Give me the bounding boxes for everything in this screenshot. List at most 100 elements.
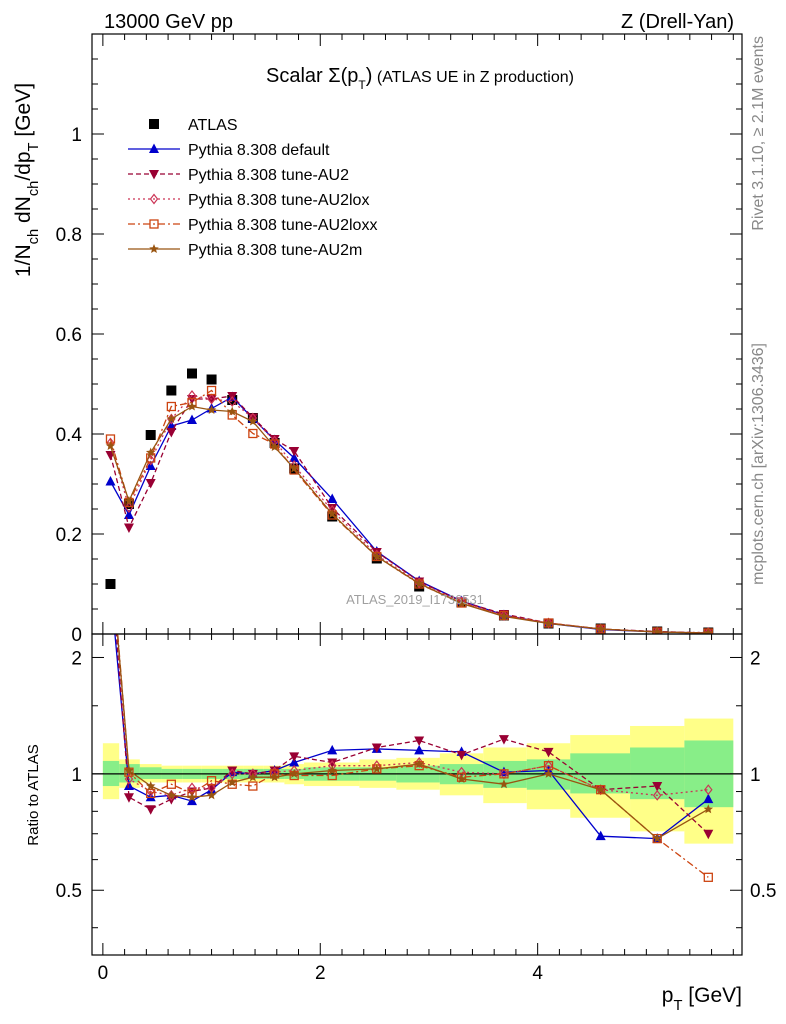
data-point <box>107 544 114 553</box>
main-panel: 0 0.2 0.4 0.6 0.8 1 1/Nch dNch/dpT [GeV] Scalar… <box>12 33 743 646</box>
data-point <box>327 511 338 522</box>
data-point <box>456 773 467 784</box>
data-point <box>414 744 425 755</box>
data-point <box>595 624 606 634</box>
data-point <box>206 374 217 385</box>
data-point <box>327 765 337 775</box>
data-point <box>105 441 116 451</box>
data-point <box>166 428 177 438</box>
data-point <box>149 193 159 205</box>
y-tick-label: 0 <box>71 625 82 646</box>
header-right-label: Z (Drell-Yan) <box>621 11 734 33</box>
data-point <box>106 546 116 555</box>
ratio-plot-frame <box>91 633 743 956</box>
data-point <box>248 416 258 426</box>
ratio-series-pythia-8-308-tune-au2m <box>106 546 714 843</box>
x-tick-label: 4 <box>532 963 543 984</box>
data-point <box>124 765 134 775</box>
data-point <box>145 781 156 791</box>
data-point <box>227 406 237 416</box>
data-point <box>703 793 714 804</box>
data-point <box>372 763 382 773</box>
data-point <box>187 795 197 806</box>
data-point <box>327 758 338 768</box>
y-tick-label: 0.2 <box>56 525 82 546</box>
data-point <box>124 496 134 506</box>
data-point <box>207 393 216 405</box>
data-point <box>372 551 382 561</box>
data-point <box>289 768 299 778</box>
data-point <box>206 776 217 786</box>
legend-label: Pythia 8.308 default <box>188 142 330 159</box>
data-point <box>145 447 156 457</box>
y-tick-label: 0.6 <box>56 325 82 346</box>
legend-item: Pythia 8.308 tune-AU2 <box>128 167 349 184</box>
chart-title: Scalar Σ(pT) (ATLAS UE in Z production) <box>266 65 574 92</box>
data-point <box>149 170 159 180</box>
data-point <box>166 790 177 800</box>
legend-label: Pythia 8.308 tune-AU2m <box>188 242 362 259</box>
data-point <box>105 579 116 589</box>
watermark-label: ATLAS_2019_I1736531 <box>346 592 484 607</box>
data-point <box>289 452 300 462</box>
data-point <box>149 143 159 153</box>
data-point <box>414 757 424 768</box>
data-point <box>499 779 509 789</box>
ratio-y-tick-label: 1 <box>71 765 82 786</box>
y-tick-label: 0.4 <box>56 425 83 446</box>
mcplots-site-label: mcplots.cern.ch [arXiv:1306.3436] <box>750 343 767 585</box>
data-point <box>248 428 258 439</box>
data-point <box>227 766 238 777</box>
ratio-y-axis-label: Ratio to ATLAS <box>25 744 42 845</box>
x-axis-label: pT [GeV] <box>662 984 742 1014</box>
data-point <box>414 736 425 746</box>
ratio-series-line <box>117 634 709 878</box>
data-point <box>327 493 338 503</box>
y-tick-label: 0.8 <box>56 225 82 246</box>
legend: ATLAS Pythia 8.308 default Pythia 8.308 tu… <box>128 117 377 259</box>
data-point <box>327 504 338 514</box>
data-point <box>149 244 159 254</box>
data-point <box>543 747 554 758</box>
data-point <box>166 401 176 412</box>
legend-item: Pythia 8.308 tune-AU2m <box>128 242 362 259</box>
data-point <box>269 772 280 782</box>
data-point <box>371 743 382 753</box>
data-point <box>703 829 714 840</box>
data-point <box>498 735 509 745</box>
inner-band-segment <box>139 767 162 779</box>
data-point <box>703 628 714 634</box>
data-point <box>145 479 156 489</box>
legend-label: ATLAS <box>188 117 238 134</box>
data-point <box>456 750 467 761</box>
data-point <box>456 598 467 608</box>
data-point <box>327 509 337 519</box>
data-point <box>105 556 115 566</box>
legend-label: Pythia 8.308 tune-AU2 <box>188 167 349 184</box>
data-point <box>187 368 197 379</box>
data-point <box>166 385 177 396</box>
data-point <box>248 772 258 782</box>
data-point <box>498 766 509 777</box>
data-point <box>269 442 280 452</box>
legend-item: Pythia 8.308 tune-AU2loxx <box>128 217 377 234</box>
ratio-y-tick-label: 2 <box>71 648 82 669</box>
legend-item: Pythia 8.308 default <box>128 142 330 159</box>
data-point <box>595 830 606 841</box>
data-point <box>595 784 606 794</box>
data-point <box>704 627 713 634</box>
x-tick-label: 2 <box>315 963 326 984</box>
data-point <box>327 744 338 755</box>
data-point <box>149 219 159 229</box>
data-point <box>187 792 197 802</box>
data-point <box>248 781 258 791</box>
data-point <box>703 804 714 814</box>
data-point <box>703 872 713 882</box>
rivet-version-label: Rivet 3.1.10, ≥ 2.1M events <box>750 36 767 231</box>
data-point <box>206 385 217 396</box>
y-axis-label: 1/Nch dNch/dpT [GeV] <box>12 83 42 277</box>
legend-item: ATLAS <box>149 117 238 134</box>
data-point <box>123 780 134 791</box>
